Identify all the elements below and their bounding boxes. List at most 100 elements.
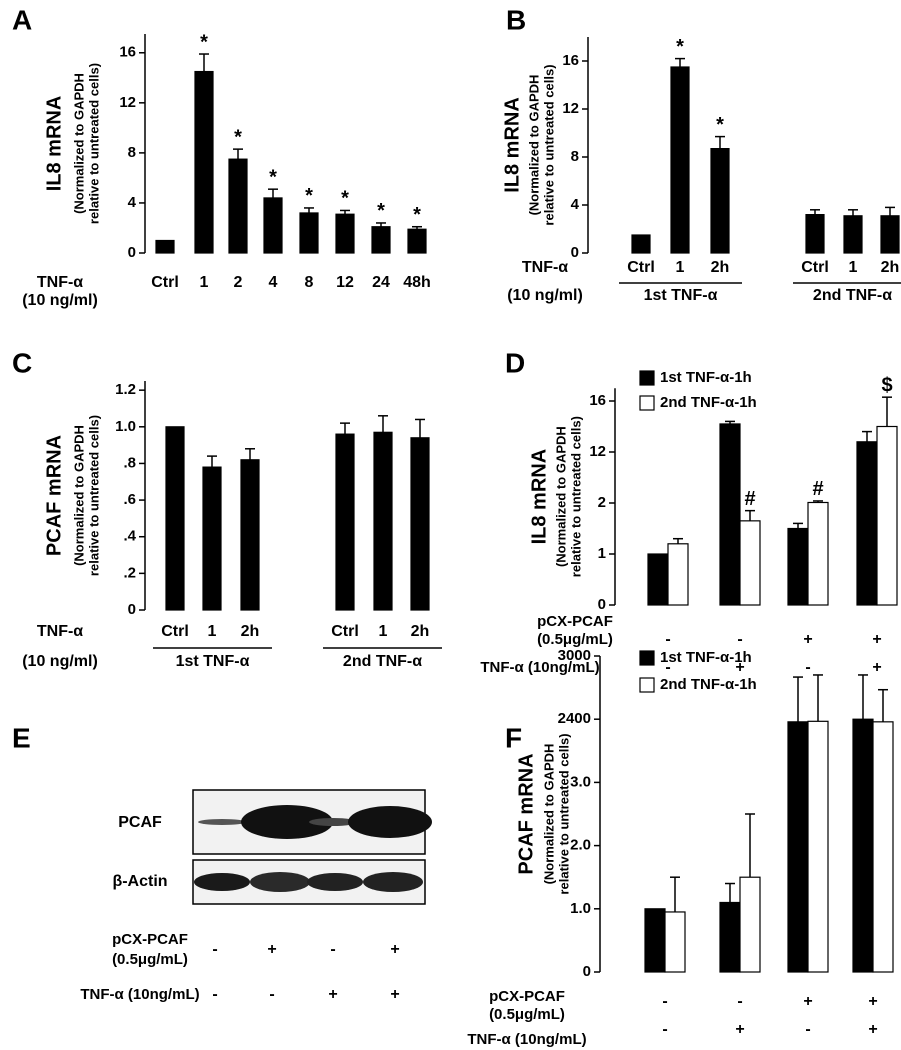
bar bbox=[719, 901, 741, 973]
condition-sign: - bbox=[662, 993, 667, 1010]
x-tick-label: 1 bbox=[208, 623, 217, 640]
y-axis-note: relative to untreated cells) bbox=[556, 733, 571, 894]
legend-swatch bbox=[639, 677, 655, 693]
row-label: TNF-α bbox=[522, 259, 568, 276]
annotation: * bbox=[269, 166, 277, 188]
panel-letter: B bbox=[506, 4, 526, 35]
y-tick-label: 0 bbox=[128, 244, 136, 261]
y-axis-note: relative to untreated cells) bbox=[86, 63, 101, 224]
bar bbox=[228, 158, 248, 254]
y-tick-label: 2.0 bbox=[570, 837, 591, 854]
y-tick-label: 12 bbox=[119, 94, 136, 111]
bar bbox=[670, 66, 690, 254]
annotation: * bbox=[413, 204, 421, 226]
bar bbox=[872, 721, 894, 973]
condition-sign: - bbox=[805, 1021, 810, 1038]
y-axis-label: PCAF mRNA bbox=[515, 753, 537, 874]
condition-sign: - bbox=[737, 631, 742, 648]
panel-letter: D bbox=[505, 347, 525, 378]
y-tick-label: .2 bbox=[123, 564, 136, 581]
bar bbox=[371, 226, 391, 254]
blot-band bbox=[198, 819, 246, 825]
condition-sign: - bbox=[662, 1021, 667, 1038]
annotation: * bbox=[676, 36, 684, 58]
y-tick-label: 4 bbox=[128, 194, 137, 211]
y-tick-label: .8 bbox=[123, 454, 136, 471]
y-tick-label: 1.0 bbox=[115, 418, 136, 435]
condition-label: pCX-PCAF bbox=[112, 931, 188, 948]
bar bbox=[856, 441, 878, 606]
condition-sign: - bbox=[269, 986, 274, 1003]
x-tick-label: 24 bbox=[372, 274, 390, 291]
y-axis-note: (Normalized to GAPDH bbox=[553, 426, 568, 567]
group-label: 2nd TNF-α bbox=[813, 287, 892, 304]
x-tick-label: 2h bbox=[881, 259, 900, 276]
condition-label: pCX-PCAF bbox=[489, 988, 565, 1005]
y-tick-label: .6 bbox=[123, 491, 136, 508]
bar bbox=[843, 215, 863, 254]
x-tick-label: Ctrl bbox=[627, 259, 655, 276]
bar bbox=[407, 228, 427, 254]
y-tick-label: 8 bbox=[128, 144, 136, 161]
y-tick-label: 16 bbox=[119, 44, 136, 61]
bar bbox=[787, 721, 809, 973]
y-tick-label: 3000 bbox=[558, 647, 591, 664]
y-tick-label: 0 bbox=[571, 244, 579, 261]
x-tick-label: Ctrl bbox=[161, 623, 189, 640]
condition-sign: + bbox=[390, 986, 399, 1003]
annotation: * bbox=[305, 185, 313, 207]
y-tick-label: .4 bbox=[123, 528, 136, 545]
x-tick-label: Ctrl bbox=[151, 274, 179, 291]
annotation: * bbox=[377, 200, 385, 222]
bar bbox=[664, 911, 686, 973]
y-axis-note: relative to untreated cells) bbox=[568, 416, 583, 577]
bar bbox=[739, 876, 761, 973]
y-tick-label: 4 bbox=[571, 196, 580, 213]
bar bbox=[194, 70, 214, 254]
y-axis-note: relative to untreated cells) bbox=[541, 64, 556, 225]
legend-label: 1st TNF-α-1h bbox=[660, 369, 752, 386]
y-axis-label: IL8 mRNA bbox=[43, 96, 65, 192]
condition-sign: + bbox=[803, 631, 812, 648]
blot-band bbox=[250, 872, 310, 892]
y-tick-label: 1 bbox=[598, 545, 606, 562]
bar bbox=[165, 426, 185, 611]
y-tick-label: 2400 bbox=[558, 710, 591, 727]
condition-sign: - bbox=[212, 941, 217, 958]
bar bbox=[299, 212, 319, 254]
condition-label: (0.5μg/mL) bbox=[537, 631, 613, 648]
y-tick-label: 0 bbox=[583, 963, 591, 980]
y-tick-label: 16 bbox=[589, 392, 606, 409]
y-tick-label: 12 bbox=[562, 100, 579, 117]
condition-sign: - bbox=[805, 659, 810, 676]
x-tick-label: Ctrl bbox=[801, 259, 829, 276]
x-tick-label: 1 bbox=[200, 274, 209, 291]
blot-band bbox=[307, 873, 363, 891]
y-axis-note: (Normalized to GAPDH bbox=[526, 75, 541, 216]
condition-sign: - bbox=[665, 659, 670, 676]
legend-swatch bbox=[639, 395, 655, 411]
y-tick-label: 16 bbox=[562, 52, 579, 69]
y-axis-note: (Normalized to GAPDH bbox=[541, 744, 556, 885]
y-axis-note: (Normalized to GAPDH bbox=[71, 73, 86, 214]
condition-sign: + bbox=[872, 659, 881, 676]
x-tick-label: 12 bbox=[336, 274, 354, 291]
y-tick-label: 1.2 bbox=[115, 381, 136, 398]
condition-sign: + bbox=[735, 659, 744, 676]
bar bbox=[410, 437, 430, 611]
panel-letter: E bbox=[12, 722, 31, 753]
blot-band bbox=[241, 805, 333, 839]
bar bbox=[667, 543, 689, 606]
bar bbox=[807, 720, 829, 973]
bar bbox=[263, 197, 283, 254]
condition-sign: + bbox=[868, 993, 877, 1010]
x-tick-label: 2h bbox=[241, 623, 260, 640]
y-tick-label: 1.0 bbox=[570, 900, 591, 917]
condition-label: pCX-PCAF bbox=[537, 613, 613, 630]
condition-sign: + bbox=[868, 1021, 877, 1038]
annotation: $ bbox=[881, 374, 892, 396]
bar bbox=[373, 431, 393, 611]
bar bbox=[852, 718, 874, 973]
condition-sign: + bbox=[803, 993, 812, 1010]
